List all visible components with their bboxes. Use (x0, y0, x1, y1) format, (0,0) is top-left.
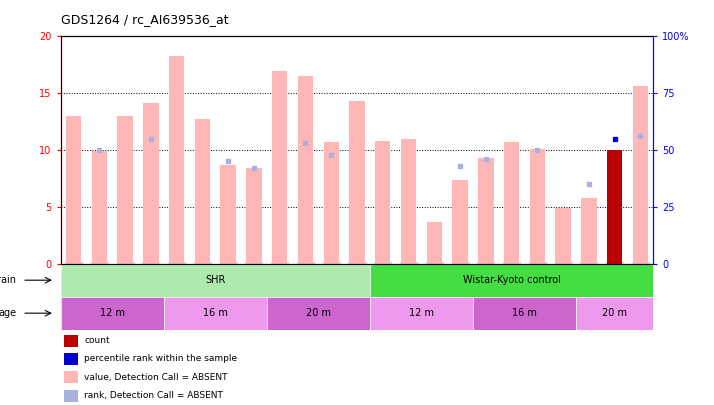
Text: value, Detection Call = ABSENT: value, Detection Call = ABSENT (84, 373, 228, 382)
Bar (195, 119, 210, 264)
Bar (370, 264, 653, 297)
Bar (91, 151, 107, 264)
Bar (375, 141, 391, 264)
Bar (370, 297, 473, 330)
Bar (576, 297, 653, 330)
Bar (117, 116, 133, 264)
Bar (504, 142, 519, 264)
Text: 12 m: 12 m (409, 308, 434, 318)
Bar (64, 371, 79, 383)
Bar (478, 158, 493, 264)
Bar (143, 104, 159, 264)
Bar (473, 297, 576, 330)
Text: GDS1264 / rc_AI639536_at: GDS1264 / rc_AI639536_at (61, 13, 228, 26)
Bar (349, 101, 365, 264)
Text: 16 m: 16 m (203, 308, 228, 318)
Bar (267, 297, 370, 330)
Bar (66, 116, 81, 264)
Bar (607, 150, 623, 264)
Bar (555, 208, 571, 264)
Text: 20 m: 20 m (306, 308, 331, 318)
Text: age: age (0, 308, 16, 318)
Text: Wistar-Kyoto control: Wistar-Kyoto control (463, 275, 560, 285)
Bar (453, 179, 468, 264)
Bar (221, 165, 236, 264)
Bar (272, 70, 288, 264)
Text: count: count (84, 336, 110, 345)
Bar (169, 56, 184, 264)
Bar (426, 222, 442, 264)
Bar (298, 76, 313, 264)
Text: SHR: SHR (205, 275, 226, 285)
Text: rank, Detection Call = ABSENT: rank, Detection Call = ABSENT (84, 391, 223, 400)
Text: strain: strain (0, 275, 16, 285)
Bar (246, 168, 261, 264)
Bar (64, 353, 79, 365)
Bar (581, 198, 597, 264)
Bar (164, 297, 267, 330)
Bar (61, 264, 370, 297)
Text: 12 m: 12 m (100, 308, 125, 318)
Bar (323, 142, 339, 264)
Bar (401, 139, 416, 264)
Text: 20 m: 20 m (602, 308, 627, 318)
Text: percentile rank within the sample: percentile rank within the sample (84, 354, 238, 364)
Bar (633, 86, 648, 264)
Bar (64, 390, 79, 401)
Bar (64, 335, 79, 347)
Bar (530, 149, 545, 264)
Bar (61, 297, 164, 330)
Text: 16 m: 16 m (512, 308, 537, 318)
